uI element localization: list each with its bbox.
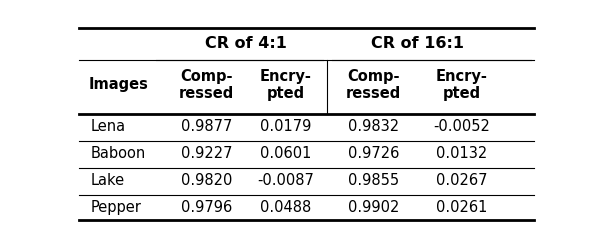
Text: 0.0601: 0.0601 [260,146,312,161]
Text: -0.0052: -0.0052 [434,119,490,134]
Text: Comp-
ressed: Comp- ressed [346,69,401,101]
Text: 0.9877: 0.9877 [181,119,233,134]
Text: Encry-
pted: Encry- pted [436,69,487,101]
Text: CR of 16:1: CR of 16:1 [371,36,464,51]
Text: 0.9902: 0.9902 [348,200,399,215]
Text: 0.0261: 0.0261 [436,200,487,215]
Text: 0.0488: 0.0488 [260,200,311,215]
Text: Lake: Lake [91,173,125,188]
Text: Encry-
pted: Encry- pted [260,69,312,101]
Text: 0.9832: 0.9832 [348,119,399,134]
Text: 0.9796: 0.9796 [181,200,233,215]
Text: 0.0132: 0.0132 [436,146,487,161]
Text: Images: Images [89,77,149,92]
Text: Pepper: Pepper [91,200,142,215]
Text: 0.9227: 0.9227 [181,146,233,161]
Text: CR of 4:1: CR of 4:1 [205,36,287,51]
Text: Comp-
ressed: Comp- ressed [179,69,234,101]
Text: 0.9855: 0.9855 [348,173,399,188]
Text: 0.9726: 0.9726 [348,146,399,161]
Text: -0.0087: -0.0087 [257,173,314,188]
Text: 0.0267: 0.0267 [436,173,487,188]
Text: 0.9820: 0.9820 [181,173,233,188]
Text: 0.0179: 0.0179 [260,119,312,134]
Text: Lena: Lena [91,119,126,134]
Text: Baboon: Baboon [91,146,147,161]
